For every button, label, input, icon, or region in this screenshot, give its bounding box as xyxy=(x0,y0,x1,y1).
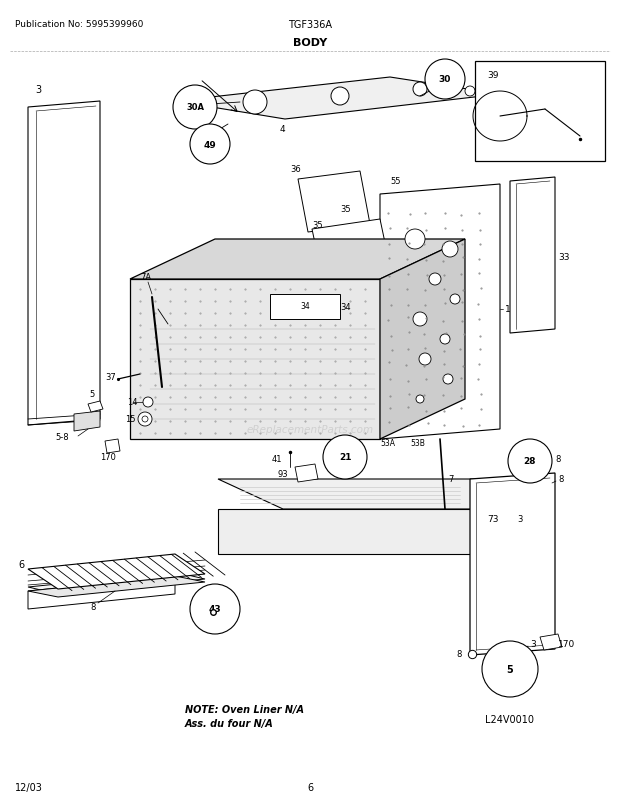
Text: 5: 5 xyxy=(89,390,95,399)
Text: 5-8: 5-8 xyxy=(55,433,69,442)
Polygon shape xyxy=(74,411,100,431)
Polygon shape xyxy=(470,473,555,655)
Polygon shape xyxy=(175,78,500,119)
Text: 28: 28 xyxy=(524,457,536,466)
Circle shape xyxy=(419,354,431,366)
Text: BODY: BODY xyxy=(293,38,327,48)
Text: 3: 3 xyxy=(35,85,41,95)
Polygon shape xyxy=(480,509,545,554)
Text: 1: 1 xyxy=(505,305,511,314)
Circle shape xyxy=(429,273,441,286)
Text: 35: 35 xyxy=(340,205,352,214)
Polygon shape xyxy=(270,294,340,320)
Text: 34: 34 xyxy=(340,303,351,312)
Circle shape xyxy=(413,313,427,326)
Text: 35: 35 xyxy=(312,221,323,230)
Text: 34: 34 xyxy=(300,302,310,311)
Text: 30A: 30A xyxy=(186,103,204,112)
Polygon shape xyxy=(298,172,370,233)
Text: 43: 43 xyxy=(209,605,221,614)
Text: 37: 37 xyxy=(105,373,116,382)
Text: 14: 14 xyxy=(127,398,138,407)
Circle shape xyxy=(440,334,450,345)
Text: 53B: 53B xyxy=(410,439,425,448)
Circle shape xyxy=(425,60,465,100)
Text: 5: 5 xyxy=(507,664,513,674)
Text: 7: 7 xyxy=(448,475,453,484)
Text: 8: 8 xyxy=(90,603,95,612)
Text: 8: 8 xyxy=(558,475,564,484)
Text: 170: 170 xyxy=(100,453,116,462)
Text: Ass. du four N/A: Ass. du four N/A xyxy=(185,718,274,728)
Polygon shape xyxy=(380,240,465,439)
Circle shape xyxy=(413,83,427,97)
Text: 3: 3 xyxy=(530,640,536,649)
Polygon shape xyxy=(130,240,465,280)
Text: 4: 4 xyxy=(280,125,286,134)
Text: 15: 15 xyxy=(125,415,136,424)
Polygon shape xyxy=(218,509,480,554)
Circle shape xyxy=(243,91,267,115)
Polygon shape xyxy=(312,220,388,268)
Circle shape xyxy=(405,229,425,249)
Text: 30: 30 xyxy=(439,75,451,84)
Text: 6: 6 xyxy=(18,559,24,569)
Text: Publication No: 5995399960: Publication No: 5995399960 xyxy=(15,20,143,29)
Polygon shape xyxy=(28,577,205,597)
Text: NOTE: Oven Liner N/A: NOTE: Oven Liner N/A xyxy=(185,704,304,714)
Text: 55: 55 xyxy=(390,177,401,186)
Text: 49: 49 xyxy=(203,140,216,149)
Text: 170: 170 xyxy=(558,640,575,649)
Polygon shape xyxy=(28,577,175,610)
Polygon shape xyxy=(28,554,205,589)
Text: 93: 93 xyxy=(277,470,288,479)
Text: 53A: 53A xyxy=(380,439,395,448)
Polygon shape xyxy=(28,102,100,426)
Circle shape xyxy=(173,86,217,130)
Polygon shape xyxy=(510,178,555,334)
Polygon shape xyxy=(28,573,205,594)
Circle shape xyxy=(323,435,367,480)
Text: TGF336A: TGF336A xyxy=(288,20,332,30)
Text: eReplacementParts.com: eReplacementParts.com xyxy=(246,424,374,435)
Text: 8: 8 xyxy=(456,650,462,658)
Polygon shape xyxy=(380,184,500,439)
Circle shape xyxy=(190,125,230,164)
Text: L24V0010: L24V0010 xyxy=(485,714,534,724)
Text: 8: 8 xyxy=(555,455,560,464)
Circle shape xyxy=(331,88,349,106)
Polygon shape xyxy=(295,464,318,482)
Circle shape xyxy=(190,585,240,634)
Text: 7A: 7A xyxy=(140,273,151,282)
Text: 39: 39 xyxy=(487,71,498,80)
Text: 33: 33 xyxy=(558,253,570,262)
Circle shape xyxy=(450,294,460,305)
Circle shape xyxy=(482,642,538,697)
Text: 73: 73 xyxy=(487,515,498,524)
Polygon shape xyxy=(105,439,120,453)
Text: 41: 41 xyxy=(272,455,282,464)
Circle shape xyxy=(142,416,148,423)
Text: 21: 21 xyxy=(339,453,352,462)
Circle shape xyxy=(442,241,458,257)
Bar xyxy=(475,62,605,162)
Text: 6: 6 xyxy=(307,782,313,792)
Polygon shape xyxy=(88,402,103,412)
Circle shape xyxy=(138,412,152,427)
Circle shape xyxy=(443,375,453,384)
Text: 3: 3 xyxy=(517,515,523,524)
Circle shape xyxy=(508,439,552,484)
Circle shape xyxy=(143,398,153,407)
Circle shape xyxy=(416,395,424,403)
Polygon shape xyxy=(540,634,562,650)
Circle shape xyxy=(465,87,475,97)
Text: 36: 36 xyxy=(290,165,301,174)
Polygon shape xyxy=(130,280,380,439)
Text: 12/03: 12/03 xyxy=(15,782,43,792)
Polygon shape xyxy=(218,480,545,509)
